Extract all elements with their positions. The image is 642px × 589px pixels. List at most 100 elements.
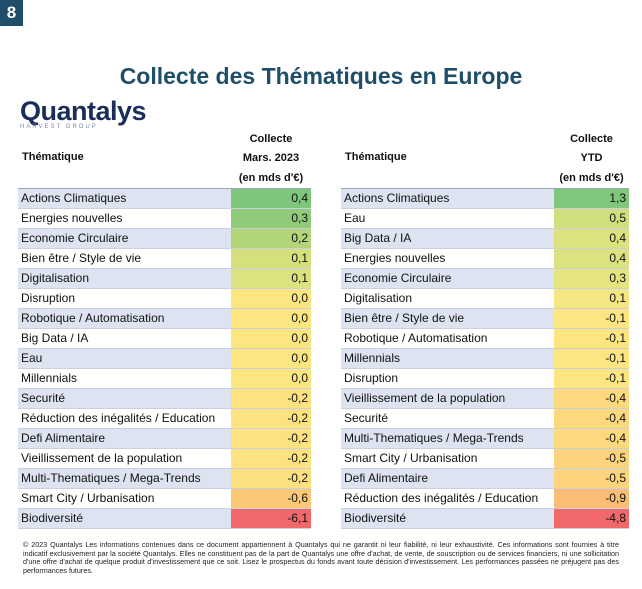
thematic-name-cell: Biodiversité — [21, 511, 84, 525]
thematic-name-cell: Réduction des inégalités / Education — [21, 411, 216, 425]
collecte-value-cell: -0,5 — [554, 469, 629, 488]
collecte-value-cell: -6,1 — [231, 509, 311, 528]
collecte-value-cell: -0,4 — [554, 389, 629, 408]
collecte-value-cell: 0,0 — [231, 349, 311, 368]
left-theme-header: Thématique — [22, 151, 84, 163]
collecte-value-cell: 0,4 — [231, 189, 311, 208]
table-row: Securité -0,2 — [18, 389, 311, 409]
thematic-name-cell: Energies nouvelles — [21, 211, 123, 225]
table-row: Multi-Thematiques / Mega-Trends -0,4 — [341, 429, 629, 449]
page-title: Collecte des Thématiques en Europe — [119, 63, 523, 89]
right-col-header-line2: YTD — [580, 152, 603, 164]
table-row: Robotique / Automatisation 0,0 — [18, 309, 311, 329]
collecte-value-cell: 0,0 — [231, 369, 311, 388]
table-row: Energies nouvelles 0,3 — [18, 209, 311, 229]
table-row: Economie Circulaire 0,3 — [341, 269, 629, 289]
table-row: Disruption -0,1 — [341, 369, 629, 389]
table-row: Big Data / IA 0,0 — [18, 329, 311, 349]
collecte-value-cell: 0,1 — [231, 269, 311, 288]
thematic-name-cell: Robotique / Automatisation — [21, 311, 165, 325]
table-row: Actions Climatiques 1,3 — [341, 189, 629, 209]
thematic-name-cell: Smart City / Urbanisation — [344, 451, 478, 465]
table-row: Réduction des inégalités / Education -0,9 — [341, 489, 629, 509]
collecte-value-cell: -0,9 — [554, 489, 629, 508]
collecte-value-cell: -0,1 — [554, 349, 629, 368]
thematic-name-cell: Big Data / IA — [21, 331, 89, 345]
collecte-value-cell: -0,2 — [231, 409, 311, 428]
collecte-value-cell: 0,0 — [231, 329, 311, 348]
thematic-name-cell: Multi-Thematiques / Mega-Trends — [21, 471, 201, 485]
thematic-name-cell: Bien être / Style de vie — [21, 251, 142, 265]
collecte-value-cell: -4,8 — [554, 509, 629, 528]
collecte-value-cell: -0,4 — [554, 409, 629, 428]
collecte-value-cell: 0,2 — [231, 229, 311, 248]
left-col-header-line2: Mars. 2023 — [242, 152, 300, 164]
table-row: Vieillissement de la population -0,4 — [341, 389, 629, 409]
right-col-header-line1: Collecte — [570, 133, 613, 145]
table-row: Big Data / IA 0,4 — [341, 229, 629, 249]
table-row: Energies nouvelles 0,4 — [341, 249, 629, 269]
thematic-name-cell: Vieillissement de la population — [344, 391, 506, 405]
thematic-name-cell: Eau — [21, 351, 43, 365]
collecte-value-cell: -0,4 — [554, 429, 629, 448]
thematic-name-cell: Actions Climatiques — [344, 191, 450, 205]
thematic-name-cell: Actions Climatiques — [21, 191, 127, 205]
table-row: Defi Alimentaire -0,5 — [341, 469, 629, 489]
collecte-value-cell: 0,4 — [554, 229, 629, 248]
collecte-value-cell: -0,1 — [554, 329, 629, 348]
table-row: Securité -0,4 — [341, 409, 629, 429]
collecte-value-cell: -0,1 — [554, 369, 629, 388]
collecte-value-cell: 0,3 — [231, 209, 311, 228]
collecte-value-cell: -0,2 — [231, 429, 311, 448]
table-row: Disruption 0,0 — [18, 289, 311, 309]
thematic-name-cell: Millennials — [344, 351, 401, 365]
thematic-name-cell: Vieillissement de la population — [21, 451, 183, 465]
right-theme-header: Thématique — [345, 151, 407, 163]
collecte-value-cell: -0,6 — [231, 489, 311, 508]
thematic-name-cell: Disruption — [344, 371, 399, 385]
page-number-badge: 8 — [0, 0, 23, 26]
table-row: Réduction des inégalités / Education -0,2 — [18, 409, 311, 429]
collecte-value-cell: -0,2 — [231, 449, 311, 468]
quantalys-logo: Quantalys HARVEST GROUP — [20, 96, 147, 130]
thematic-name-cell: Réduction des inégalités / Education — [344, 491, 539, 505]
collecte-value-cell: 0,1 — [554, 289, 629, 308]
collecte-value-cell: -0,5 — [554, 449, 629, 468]
collecte-value-cell: 0,0 — [231, 309, 311, 328]
thematic-name-cell: Securité — [21, 391, 66, 405]
collecte-value-cell: -0,2 — [231, 389, 311, 408]
disclaimer-footer: © 2023 Quantalys Les informations conten… — [23, 540, 619, 575]
thematic-name-cell: Big Data / IA — [344, 231, 412, 245]
collecte-value-cell: 0,1 — [231, 249, 311, 268]
thematic-name-cell: Economie Circulaire — [344, 271, 452, 285]
thematic-name-cell: Smart City / Urbanisation — [21, 491, 155, 505]
collecte-value-cell: 0,3 — [554, 269, 629, 288]
thematic-name-cell: Digitalisation — [344, 291, 413, 305]
left-rows: Actions Climatiques 0,4 Energies nouvelles… — [18, 188, 311, 529]
table-row: Smart City / Urbanisation -0,5 — [341, 449, 629, 469]
thematic-name-cell: Millennials — [21, 371, 78, 385]
table-row: Millennials 0,0 — [18, 369, 311, 389]
table-row: Biodiversité -6,1 — [18, 509, 311, 529]
thematic-name-cell: Biodiversité — [344, 511, 407, 525]
left-col-header-line3: (en mds d'€) — [238, 172, 304, 184]
collecte-value-cell: 0,4 — [554, 249, 629, 268]
collecte-value-cell: -0,2 — [231, 469, 311, 488]
thematic-name-cell: Economie Circulaire — [21, 231, 129, 245]
logo-wordmark: Quantalys — [20, 96, 147, 126]
thematic-name-cell: Digitalisation — [21, 271, 90, 285]
thematic-name-cell: Bien être / Style de vie — [344, 311, 465, 325]
table-row: Smart City / Urbanisation -0,6 — [18, 489, 311, 509]
table-row: Robotique / Automatisation -0,1 — [341, 329, 629, 349]
collecte-value-cell: 0,5 — [554, 209, 629, 228]
thematic-name-cell: Defi Alimentaire — [344, 471, 429, 485]
collecte-value-cell: 0,0 — [231, 289, 311, 308]
thematic-name-cell: Defi Alimentaire — [21, 431, 106, 445]
table-row: Digitalisation 0,1 — [341, 289, 629, 309]
collecte-value-cell: 1,3 — [554, 189, 629, 208]
logo-subtitle: HARVEST GROUP — [20, 124, 98, 130]
table-row: Multi-Thematiques / Mega-Trends -0,2 — [18, 469, 311, 489]
table-row: Vieillissement de la population -0,2 — [18, 449, 311, 469]
table-row: Eau 0,0 — [18, 349, 311, 369]
right-rows: Actions Climatiques 1,3 Eau 0,5 Big Data / I… — [341, 188, 629, 529]
